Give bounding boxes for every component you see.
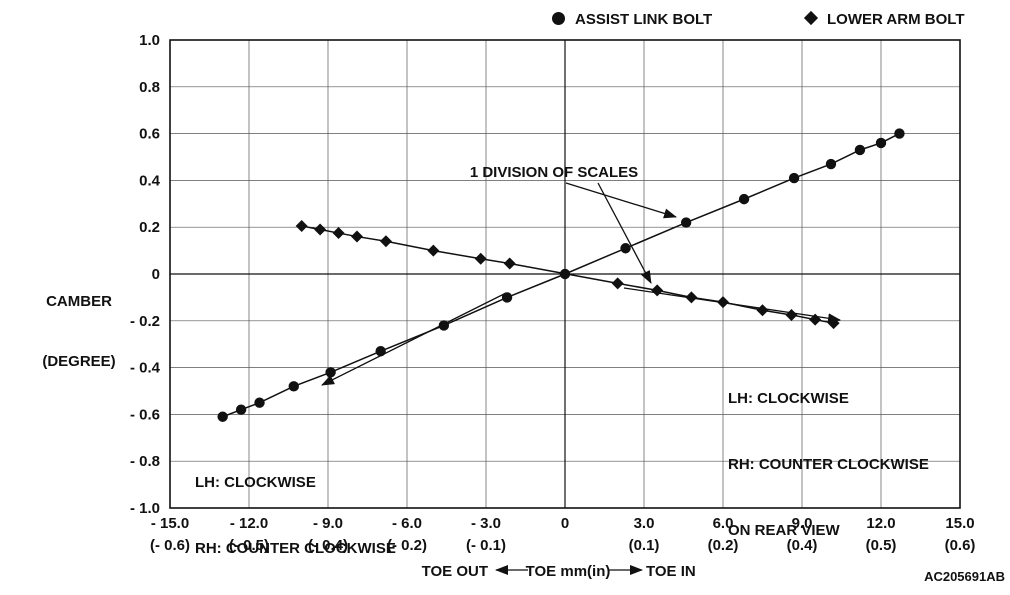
figure-code: AC205691AB: [924, 569, 1005, 584]
x-tick-label-mm: - 9.0: [313, 515, 343, 532]
note-line: LH: CLOCKWISE: [195, 474, 316, 491]
x-tick-label-mm: 12.0: [866, 515, 895, 532]
data-point-circle: [875, 137, 887, 149]
y-tick-label: 0.8: [139, 79, 160, 96]
data-point-circle: [501, 292, 513, 303]
data-point-diamond: [332, 227, 345, 240]
data-point-diamond: [314, 223, 327, 236]
x-tick-label-mm: - 6.0: [392, 515, 422, 532]
data-point-diamond: [756, 304, 769, 317]
x-axis-label-toe-out: TOE OUT: [421, 563, 488, 580]
x-tick-label-inch: (- 0.1): [466, 537, 506, 554]
data-point-circle: [217, 411, 228, 422]
division-arrow-to-circle-point: [565, 182, 677, 219]
x-tick-label-inch: (- 0.6): [150, 537, 190, 554]
x-axis-label-toe-mm-in: TOE mm(in): [525, 563, 611, 580]
left-adjust-direction-arrow: [321, 292, 507, 386]
y-tick-label: - 0.8: [130, 453, 160, 470]
x-axis-label-toe-in: TOE IN: [646, 563, 696, 580]
data-point-circle: [738, 193, 750, 205]
y-tick-label: 0: [152, 266, 160, 283]
y-axis-title-line2: (DEGREE): [42, 353, 116, 370]
series-line: [301, 225, 834, 324]
x-tick-label-mm: 0: [561, 515, 569, 532]
x-tick-label-mm: - 15.0: [151, 515, 189, 532]
data-point-circle: [325, 367, 336, 378]
data-point-diamond: [785, 308, 798, 321]
left-adjustment-note: LH: CLOCKWISE RH: COUNTER CLOCKWISE ON R…: [195, 428, 396, 595]
right-adjustment-note: LH: CLOCKWISE RH: COUNTER CLOCKWISE ON R…: [728, 344, 929, 586]
y-tick-label: - 0.2: [130, 313, 160, 330]
x-tick-label-mm: 6.0: [713, 515, 734, 532]
plot-border: [169, 39, 961, 509]
series-assist-link-bolt: [217, 128, 905, 422]
y-tick-label: 1.0: [139, 32, 160, 49]
x-tick-label-inch: (0.5): [866, 537, 897, 554]
y-tick-label: - 0.4: [130, 360, 161, 377]
x-tick-label-mm: - 12.0: [230, 515, 268, 532]
data-point-circle: [375, 346, 386, 357]
x-tick-label-inch: (- 0.2): [387, 537, 427, 554]
legend-label-assist-link-bolt: ASSIST LINK BOLT: [575, 11, 713, 28]
note-line: ON REAR VIEW: [728, 522, 840, 539]
y-tick-label: - 0.6: [130, 406, 160, 423]
x-tick-label-inch: (0.6): [945, 537, 976, 554]
y-axis-title: CAMBER (DEGREE): [26, 252, 132, 412]
x-tick-label-inch: (- 0.5): [229, 537, 269, 554]
data-point-diamond: [427, 244, 440, 257]
note-line: LH: CLOCKWISE: [728, 390, 849, 407]
x-tick-label-inch: (0.4): [787, 537, 818, 554]
data-point-circle: [894, 128, 905, 139]
x-tick-label-mm: - 3.0: [471, 515, 501, 532]
x-tick-labels: - 15.0 (- 0.6) - 12.0 (- 0.5) - 9.0 (- 0.4) - …: [150, 515, 975, 554]
right-adjust-direction-arrow: [623, 287, 841, 324]
assist-link-bolt-circle-icon: [552, 12, 565, 25]
data-point-diamond: [611, 277, 624, 290]
x-tick-label-mm: 3.0: [634, 515, 655, 532]
y-tick-label: 0.6: [139, 126, 160, 143]
x-tick-label-mm: 15.0: [945, 515, 974, 532]
data-point-circle: [854, 144, 866, 156]
y-tick-label: 0.4: [139, 172, 161, 189]
legend-label-lower-arm-bolt: LOWER ARM BOLT: [827, 11, 965, 28]
data-point-circle: [680, 217, 692, 228]
y-tick-label: - 1.0: [130, 500, 160, 517]
division-arrow-to-diamond-point: [597, 182, 652, 284]
data-point-diamond: [295, 220, 308, 233]
data-point-circle: [825, 158, 837, 170]
division-of-scales-note: 1 DIVISION OF SCALES: [469, 164, 639, 181]
x-tick-label-mm: 9.0: [792, 515, 813, 532]
data-point-diamond: [651, 284, 664, 297]
data-point-diamond: [350, 230, 363, 243]
x-tick-label-inch: (0.2): [708, 537, 739, 554]
y-tick-labels: 1.0 0.8 0.6 0.4 0.2 0 - 0.2 - 0.4 - 0.6 - 0.8 - 1.…: [130, 32, 161, 517]
data-point-circle: [788, 172, 800, 184]
note-line: RH: COUNTER CLOCKWISE: [195, 540, 396, 557]
data-point-circle: [288, 381, 299, 392]
note-line: RH: COUNTER CLOCKWISE: [728, 456, 929, 473]
x-tick-label-inch: (0.1): [629, 537, 660, 554]
data-point-diamond: [503, 257, 516, 270]
x-tick-label-inch: (- 0.4): [308, 537, 348, 554]
data-point-diamond: [379, 235, 392, 248]
data-point-diamond: [474, 252, 487, 265]
y-axis-title-line1: CAMBER: [46, 293, 112, 310]
y-tick-label: 0.2: [139, 219, 160, 236]
data-point-circle: [620, 243, 631, 254]
data-point-circle: [254, 397, 265, 408]
annotation-arrows: [321, 182, 841, 575]
data-point-circle: [235, 404, 247, 415]
